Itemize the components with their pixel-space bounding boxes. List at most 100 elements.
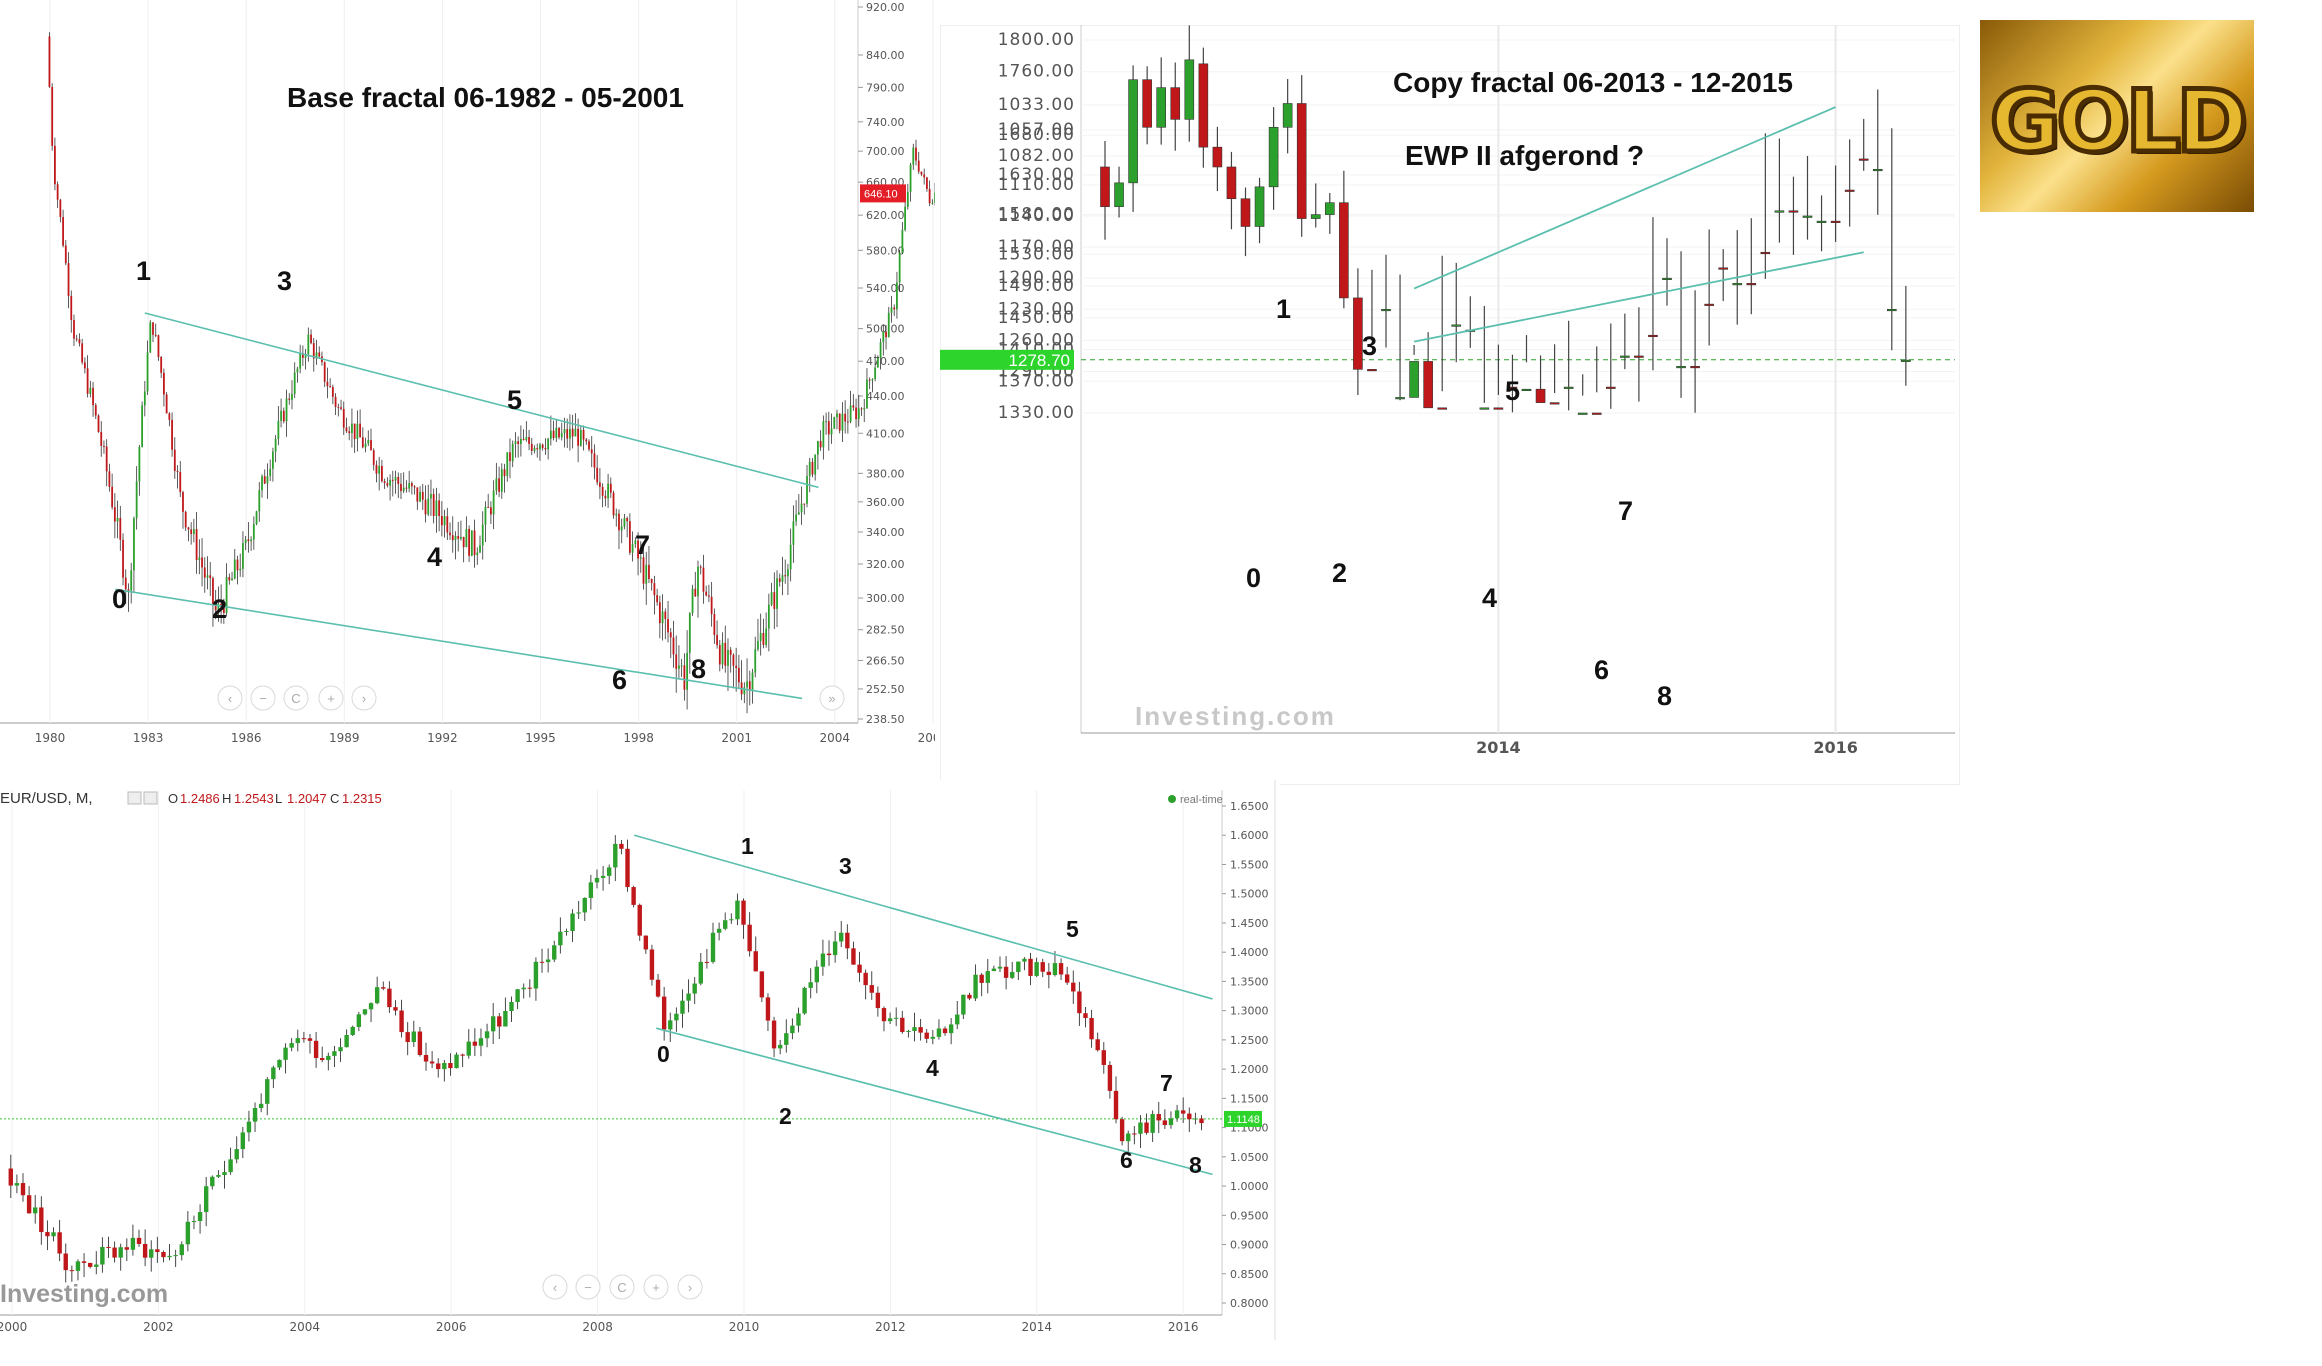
chart2-candle-body xyxy=(1648,334,1658,338)
chart3-candle-body xyxy=(1138,1122,1143,1134)
chart1-y-tick-label: 540.00 xyxy=(866,282,905,295)
chart1-candle-body xyxy=(517,441,520,445)
chart3-trend-line xyxy=(655,1027,1213,1176)
chart3-candle-body xyxy=(87,1262,93,1267)
chart3-candle-body xyxy=(1101,1050,1107,1065)
chart3-candle-body xyxy=(142,1243,148,1258)
chart2-candle-body xyxy=(1507,386,1518,389)
chart1-candle-body xyxy=(75,338,78,340)
chart2-y-tick-label: 1680.00 xyxy=(998,125,1075,145)
chart1-y-tick-label: 238.50 xyxy=(866,713,905,726)
chart1-candle-body xyxy=(449,532,451,536)
chart3-x-tick-label: 2010 xyxy=(729,1320,760,1334)
chart1-candle-body xyxy=(751,672,754,691)
chart2-subtitle: EWP II afgerond ? xyxy=(1405,140,1644,171)
chart3-candle-body xyxy=(558,931,563,946)
chart1-candle-body xyxy=(282,410,285,422)
chart1-nav-button xyxy=(351,685,377,711)
chart1-candle-body xyxy=(549,430,552,439)
chart1-candle-body xyxy=(263,476,266,484)
chart1-candle-body xyxy=(773,592,776,609)
chart1-candle-body xyxy=(413,486,416,488)
chart1-candle-body xyxy=(51,86,54,146)
chart3-candle-body xyxy=(1162,1120,1168,1126)
chart1-nav-button xyxy=(283,685,309,711)
chart1-candle-body xyxy=(345,427,348,432)
chart1-candle-body xyxy=(157,335,160,358)
chart1-candle-body xyxy=(729,649,732,655)
chart1-candle-body xyxy=(307,334,310,355)
chart3-y-tick-label: 1.6500 xyxy=(1230,800,1269,813)
chart2-candle-body xyxy=(1395,397,1405,400)
chart3-candle-body xyxy=(851,948,856,965)
chart2-candle-body xyxy=(1212,146,1223,168)
chart1-candle-body xyxy=(233,559,236,579)
chart3-candle-body xyxy=(399,1010,404,1033)
chart1-candle-body xyxy=(498,478,500,492)
chart1-candle-body xyxy=(920,171,923,175)
chart1-candle-body xyxy=(141,405,144,448)
chart1-candle-body xyxy=(269,468,272,477)
chart3-candle-body xyxy=(552,945,557,960)
chart3-candle-body xyxy=(845,932,850,949)
chart3-candle-body xyxy=(75,1261,81,1271)
chart2-candle-body xyxy=(1240,198,1251,227)
chart2-candle-body xyxy=(1704,303,1714,306)
chart3-candle-body xyxy=(832,941,838,956)
chart3-candle-body xyxy=(655,979,661,997)
chart1-candle-body xyxy=(664,611,667,620)
gold-logo: GOLD xyxy=(1980,20,2254,212)
chart3-candle-body xyxy=(1144,1122,1149,1133)
chart2-candle-body xyxy=(1437,407,1448,410)
chart1-candle-body xyxy=(391,479,394,481)
chart1-candle-body xyxy=(73,320,75,339)
chart1-candle-body xyxy=(378,465,381,474)
chart1-candle-body xyxy=(757,640,759,650)
chart1-y-tick-label: 282.50 xyxy=(866,624,905,637)
chart3-x-tick-label: 2016 xyxy=(1168,1320,1199,1334)
chart3-candle-body xyxy=(881,1008,887,1022)
chart3-candle-body xyxy=(869,985,874,993)
chart1-candle-body xyxy=(604,495,607,499)
chart1-candle-body xyxy=(337,406,340,408)
chart3-candle-body xyxy=(765,997,771,1021)
chart3-nav-button-label: + xyxy=(652,1280,660,1295)
chart3-candle-body xyxy=(936,1028,942,1037)
chart3-candle-body xyxy=(790,1025,795,1034)
chart3-candle-body xyxy=(326,1055,331,1061)
chart1-candle-body xyxy=(149,322,152,353)
chart2-candle-body xyxy=(1535,388,1546,403)
chart3-candle-body xyxy=(802,987,807,1014)
chart3-y-tick-label: 1.5500 xyxy=(1230,858,1269,871)
chart2-y-tick-label: 1230.00 xyxy=(998,299,1075,319)
chart1-candle-body xyxy=(255,511,258,525)
chart1-candle-body xyxy=(642,557,645,584)
chart1-candle-body xyxy=(822,421,825,448)
chart3-candle-body xyxy=(680,1000,685,1014)
chart1-candle-body xyxy=(70,295,73,321)
chart1-candle-body xyxy=(272,451,274,469)
chart3-nav-button-label: C xyxy=(617,1280,626,1295)
chart3-candle-body xyxy=(1046,971,1052,975)
chart1-candle-body xyxy=(108,471,111,487)
chart1-candle-body xyxy=(94,405,97,416)
chart1-candle-body xyxy=(92,387,94,406)
chart3-candle-body xyxy=(863,972,868,986)
chart1-candle-body xyxy=(372,450,375,465)
chart3-candle-body xyxy=(118,1247,123,1258)
chart3-candle-body xyxy=(613,843,618,868)
chart1-x-tick-label: 1989 xyxy=(329,731,360,745)
chart1-candle-body xyxy=(609,483,612,493)
chart1-candle-body xyxy=(252,524,255,540)
chart3-candle-body xyxy=(405,1032,410,1043)
chart2-candle-body xyxy=(1718,267,1729,270)
chart3-candle-body xyxy=(338,1047,343,1052)
chart3-candle-body xyxy=(45,1232,50,1237)
chart1-x-tick-label: 2007 xyxy=(918,731,935,745)
chart2-candle-body xyxy=(1901,359,1911,362)
chart2-candle-body xyxy=(1676,366,1686,369)
chart3-x-tick-label: 2002 xyxy=(143,1320,174,1334)
chart1-candle-body xyxy=(312,343,315,359)
chart3-candle-body xyxy=(210,1176,215,1187)
chart3-candle-body xyxy=(466,1041,471,1056)
